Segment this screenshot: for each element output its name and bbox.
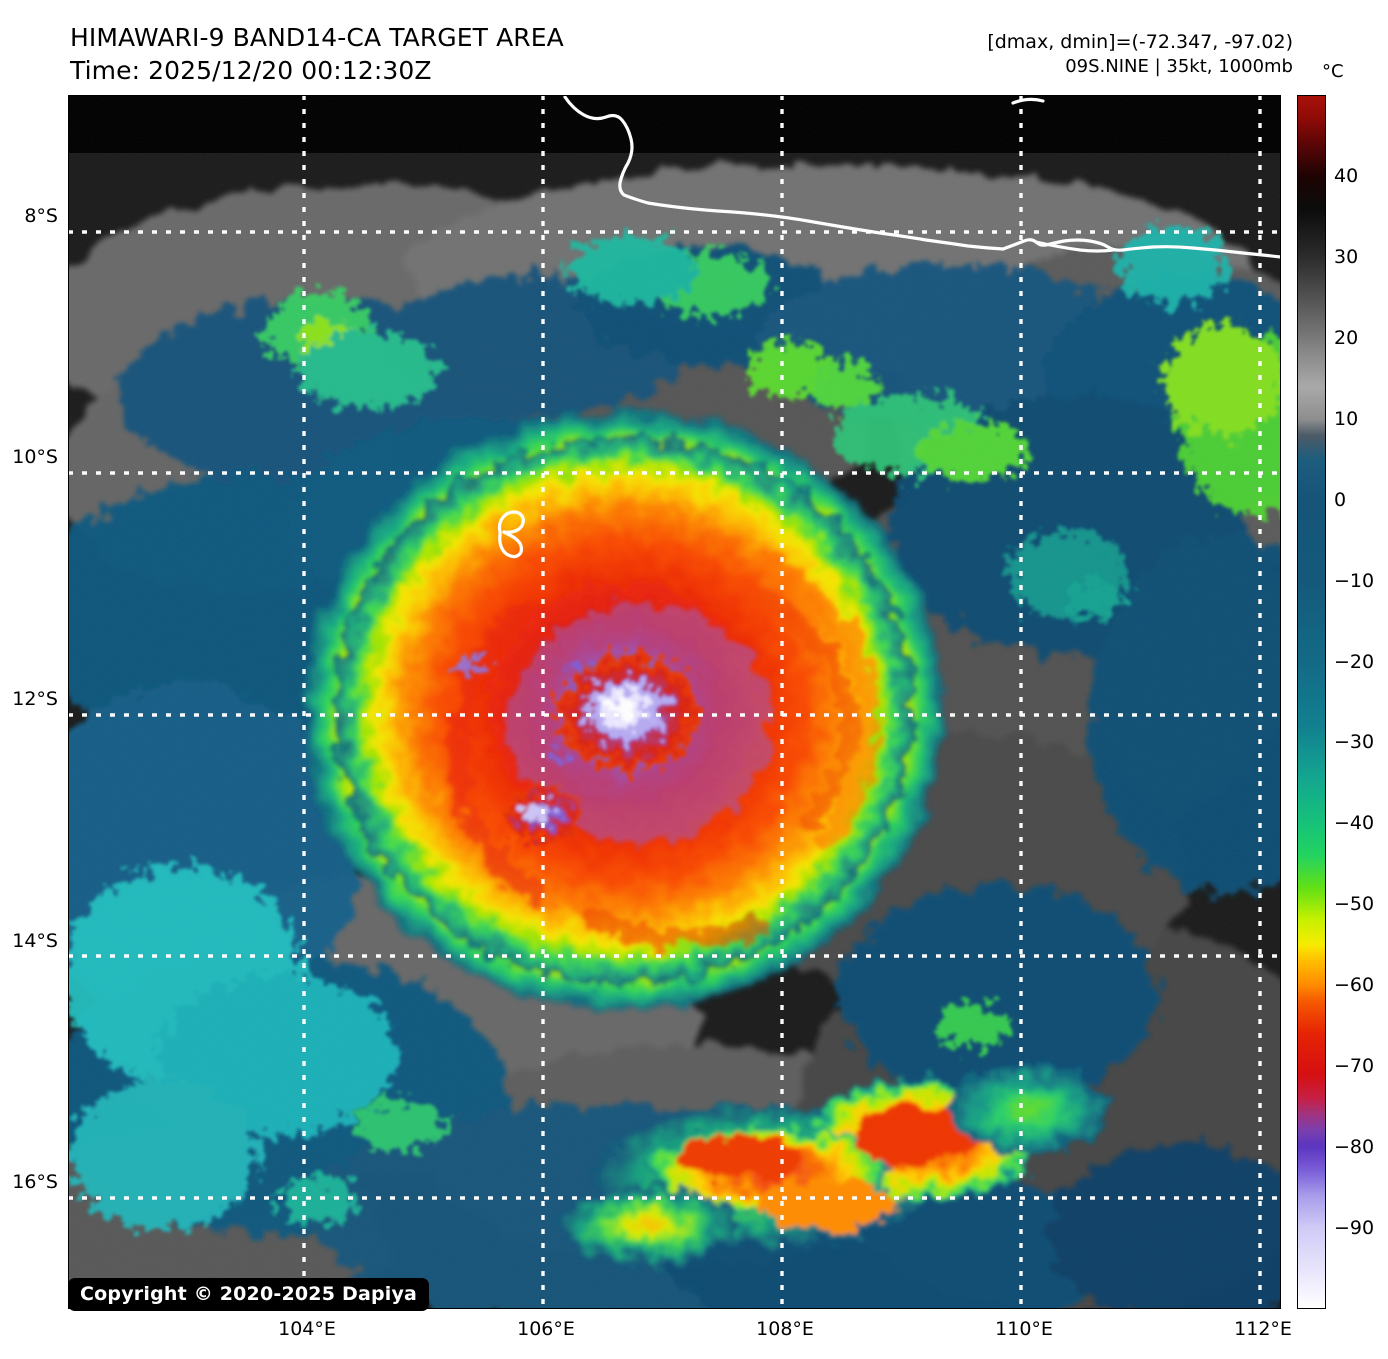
- colorbar-tick-label: −20: [1334, 650, 1375, 673]
- x-tick-label: 106°E: [517, 1318, 575, 1340]
- colorbar-tick-label: −30: [1334, 731, 1375, 754]
- colorbar-tick-label: −10: [1334, 569, 1375, 592]
- copyright-badge: Copyright © 2020-2025 Dapiya: [68, 1278, 430, 1311]
- colorbar-tick-label: −90: [1334, 1217, 1375, 1240]
- y-tick-label: 12°S: [12, 687, 58, 710]
- colorbar-tick-label: 0: [1334, 488, 1347, 511]
- x-tick-label: 110°E: [995, 1318, 1053, 1340]
- colorbar-tick-label: −70: [1334, 1055, 1375, 1078]
- colorbar-tick-label: −50: [1334, 893, 1375, 916]
- colorbar-gradient: [1298, 96, 1325, 1308]
- x-tick-label: 108°E: [756, 1318, 814, 1340]
- storm-info-label: 09S.NINE | 35kt, 1000mb: [1065, 55, 1293, 77]
- colorbar-tick-label: −60: [1334, 974, 1375, 997]
- colorbar-tick-label: −40: [1334, 812, 1375, 835]
- colorbar-tick-label: −80: [1334, 1136, 1375, 1159]
- colorbar-tick-label: 20: [1334, 326, 1359, 349]
- page-title: HIMAWARI-9 BAND14-CA TARGET AREA: [70, 23, 564, 52]
- y-tick-label: 8°S: [24, 204, 58, 227]
- graticule-grid: [68, 95, 1281, 1309]
- y-tick-label: 16°S: [12, 1171, 58, 1194]
- colorbar-tick-label: 40: [1334, 164, 1359, 187]
- colorbar-tick-label: 30: [1334, 245, 1359, 268]
- x-tick-label: 112°E: [1234, 1318, 1292, 1340]
- x-tick-label: 104°E: [278, 1318, 336, 1340]
- header-title-block: HIMAWARI-9 BAND14-CA TARGET AREA Time: 2…: [70, 22, 564, 87]
- colorbar[interactable]: [1297, 95, 1326, 1309]
- y-tick-label: 10°S: [12, 446, 58, 469]
- y-tick-label: 14°S: [12, 929, 58, 952]
- satellite-raster: [68, 95, 1281, 1309]
- observation-time: Time: 2025/12/20 00:12:30Z: [70, 55, 432, 85]
- satellite-image-plot[interactable]: [68, 95, 1281, 1309]
- header-metadata-block: [dmax, dmin]=(-72.347, -97.02) 09S.NINE …: [987, 30, 1293, 78]
- storm-position-marker: [497, 510, 525, 559]
- colorbar-tick-label: 10: [1334, 407, 1359, 430]
- data-minmax-label: [dmax, dmin]=(-72.347, -97.02): [987, 31, 1293, 53]
- colorbar-unit-label: °C: [1322, 61, 1344, 82]
